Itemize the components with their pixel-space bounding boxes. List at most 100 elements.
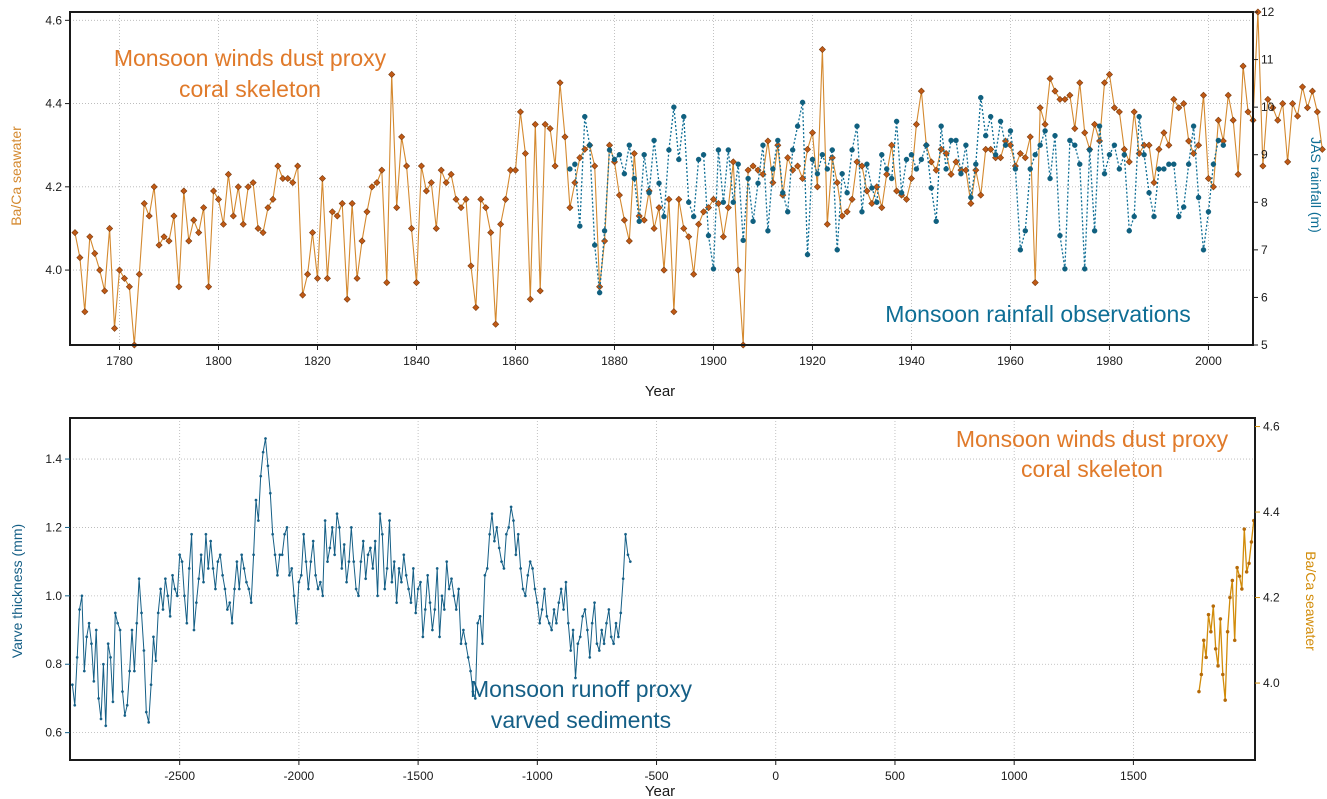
rainfall-marker [760,142,766,148]
rainfall-marker [859,209,865,215]
coral-marker [541,120,549,128]
varve-marker [407,587,410,591]
rainfall-marker [745,175,751,182]
varve-marker [97,697,101,700]
coral-marker [888,141,896,149]
varve-marker [590,621,594,625]
rainfall-marker [775,137,781,144]
rainfall-marker [1220,142,1227,148]
varve-marker [459,642,463,646]
coral-marker [447,170,455,178]
coral-marker [81,308,89,316]
coral-marker [259,229,267,237]
varve-marker [512,519,515,522]
rainfall-marker [1136,113,1142,120]
coral-marker [467,262,475,270]
varve-marker [445,560,449,564]
coral-marker [883,170,891,178]
rainfall-marker [671,104,677,110]
coral-marker [1244,108,1252,116]
coral-marker [1308,87,1316,95]
varve-marker [75,656,79,659]
varve-marker [316,587,320,591]
rainfall-marker [1077,161,1083,167]
series-line [569,96,1224,294]
annotation-coral-line2: coral skeleton [1021,456,1163,482]
coral-marker [843,208,851,216]
rainfall-marker [948,137,954,144]
varve-marker [462,628,465,632]
rainfall-marker [656,180,662,186]
coral-marker [675,195,683,203]
coral-marker [1240,587,1244,591]
coral-marker [650,224,658,232]
annotation-coral-line2: coral skeleton [179,76,321,102]
coral-marker [1294,112,1302,120]
coral-marker [630,150,638,158]
rainfall-marker [695,156,702,163]
varve-marker [593,601,596,605]
varve-marker [528,560,532,564]
coral-marker [1155,145,1163,153]
rainfall-marker [572,161,578,167]
varve-marker [533,587,537,591]
varve-marker [454,608,458,611]
rainfall-marker [879,152,885,158]
coral-marker [140,199,148,207]
varve-marker [94,628,98,632]
coral-marker [239,220,247,228]
varve-marker [166,594,170,598]
varve-marker [478,614,482,618]
varve-marker [433,608,437,611]
coral-marker [813,183,821,191]
rainfall-marker [834,247,840,253]
varve-marker [471,690,475,693]
coral-marker [165,237,173,245]
rainfall-marker [725,147,732,153]
coral-marker [1170,95,1178,103]
rainfall-marker [606,147,613,153]
varve-marker [321,594,325,598]
coral-marker [111,324,119,332]
coral-marker [759,170,767,178]
rainfall-marker [1111,142,1118,148]
varve-marker [392,560,396,564]
rainfall-marker [755,180,761,186]
coral-marker [1204,174,1212,183]
varve-marker [390,580,394,584]
coral-marker [1204,655,1208,660]
varve-marker [242,567,246,570]
varve-marker [578,635,582,639]
varve-marker [90,642,93,646]
y-right-tick-label: 9 [1261,148,1268,162]
x-tick-label: 1920 [799,354,826,368]
coral-marker [1209,629,1213,634]
varve-marker [450,577,453,581]
varve-marker [113,611,117,615]
rainfall-marker [735,161,741,167]
coral-marker [289,179,297,187]
coral-marker [615,191,623,199]
coral-marker [764,137,772,145]
coral-marker [620,216,628,224]
coral-marker [1225,629,1230,634]
coral-marker [115,266,124,274]
varve-marker [569,649,573,652]
rainfall-marker [681,113,687,120]
coral-marker [200,204,208,212]
annotation-rainfall: Monsoon rainfall observations [885,301,1191,327]
coral-marker [96,266,104,274]
coral-marker [1180,100,1188,108]
coral-marker [492,320,500,328]
coral-marker [744,166,752,174]
rainfall-marker [978,94,984,101]
coral-marker [205,283,213,291]
y-axis-left-label: Ba/Ca seawater [8,126,24,226]
rainfall-marker [804,251,811,258]
varve-marker [223,587,227,591]
coral-marker [1195,141,1203,149]
varve-marker [233,587,236,591]
coral-marker [106,224,114,232]
coral-marker [987,145,995,153]
varve-marker [123,714,127,717]
